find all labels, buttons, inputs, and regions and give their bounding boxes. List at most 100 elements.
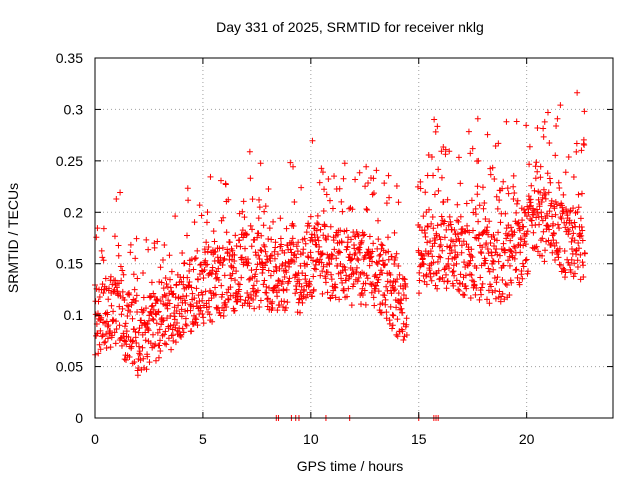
data-point: [424, 239, 431, 246]
data-point: [199, 291, 206, 298]
data-point: [482, 260, 489, 267]
data-point: [140, 355, 147, 362]
data-point: [520, 223, 527, 230]
data-point: [537, 189, 544, 196]
data-point: [132, 255, 139, 262]
data-point: [162, 328, 169, 335]
data-point: [189, 290, 196, 297]
data-point: [479, 244, 486, 251]
data-point: [364, 206, 371, 213]
data-point: [352, 176, 359, 183]
data-point: [149, 302, 156, 309]
data-point: [162, 274, 169, 281]
data-point: [571, 270, 578, 277]
data-point: [493, 193, 500, 200]
data-point: [454, 231, 461, 238]
data-point: [264, 296, 271, 303]
data-point: [327, 295, 334, 302]
data-point: [506, 253, 513, 260]
data-point: [434, 123, 441, 130]
data-point: [473, 265, 480, 272]
data-point: [118, 342, 125, 349]
data-point: [571, 219, 578, 226]
data-point: [576, 245, 583, 252]
data-point: [435, 267, 442, 274]
data-point: [236, 286, 243, 293]
data-point: [206, 303, 213, 310]
data-point: [121, 337, 128, 344]
data-point: [546, 226, 553, 233]
data-point: [126, 353, 133, 360]
data-point: [128, 343, 135, 350]
data-point: [387, 303, 394, 310]
data-point: [539, 235, 546, 242]
data-point: [210, 228, 217, 235]
data-point: [196, 202, 203, 209]
data-point: [466, 229, 473, 236]
data-point: [494, 274, 501, 281]
data-point: [317, 272, 324, 279]
data-point: [240, 198, 247, 205]
data-point: [127, 308, 134, 315]
data-point: [308, 234, 315, 241]
data-point: [523, 231, 530, 238]
data-point: [290, 163, 297, 170]
data-point: [339, 208, 346, 215]
data-point: [298, 184, 305, 191]
data-point: [155, 354, 162, 361]
data-point: [565, 154, 572, 161]
data-point: [167, 284, 174, 291]
data-point: [550, 220, 557, 227]
data-point: [438, 174, 445, 181]
data-point: [337, 227, 344, 234]
data-point: [429, 253, 436, 260]
data-point: [297, 309, 304, 316]
data-point: [487, 239, 494, 246]
data-point: [334, 231, 341, 238]
data-point: [196, 271, 203, 278]
data-point: [229, 270, 236, 277]
data-point: [378, 309, 385, 316]
data-point: [374, 261, 381, 268]
data-point: [375, 236, 382, 243]
data-point: [360, 232, 367, 239]
data-point: [334, 262, 341, 269]
data-point: [393, 183, 400, 190]
data-point: [96, 294, 103, 301]
data-point: [336, 185, 343, 192]
data-point: [291, 199, 298, 206]
data-point: [284, 299, 291, 306]
data-point: [346, 205, 353, 212]
data-point: [538, 213, 545, 220]
data-point: [438, 213, 445, 220]
data-point: [122, 320, 129, 327]
data-point: [492, 287, 499, 294]
data-point: [172, 213, 179, 220]
data-point: [478, 284, 485, 291]
data-point: [287, 159, 294, 166]
data-point: [225, 296, 232, 303]
data-point: [285, 278, 292, 285]
data-point: [109, 281, 116, 288]
data-point: [441, 218, 448, 225]
data-point: [488, 249, 495, 256]
data-point: [341, 264, 348, 271]
data-point: [447, 221, 454, 228]
data-point: [377, 267, 384, 274]
data-point: [243, 232, 250, 239]
data-point: [328, 251, 335, 258]
data-point: [485, 250, 492, 257]
data-point: [386, 194, 393, 201]
data-point: [237, 296, 244, 303]
data-point: [244, 256, 251, 263]
data-point: [257, 160, 264, 167]
data-point: [472, 291, 479, 298]
data-point: [439, 274, 446, 281]
data-point: [518, 268, 525, 275]
data-point: [225, 196, 232, 203]
data-point: [382, 261, 389, 268]
data-point: [355, 245, 362, 252]
data-point: [499, 290, 506, 297]
data-point: [335, 248, 342, 255]
data-point: [261, 208, 268, 215]
